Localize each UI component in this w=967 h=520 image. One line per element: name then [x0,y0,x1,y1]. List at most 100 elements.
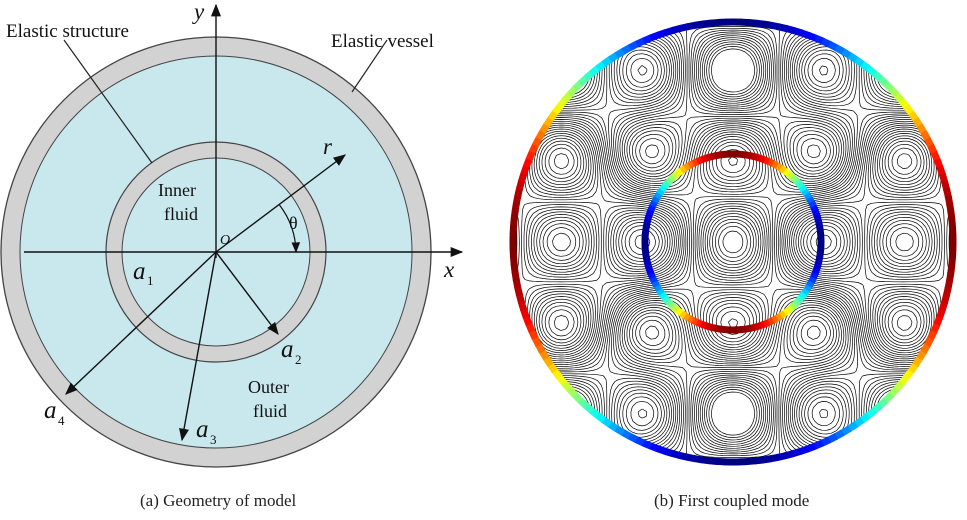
elastic-structure-label: Elastic structure [6,21,129,42]
ring-segment [741,325,748,334]
ring-segment [642,222,651,229]
ring-segment [671,304,680,314]
ring-segment [775,162,784,172]
ring-segment [924,137,935,149]
ring-segment [566,85,579,98]
ring-segment [522,314,533,326]
ring-segment [671,170,681,180]
origin-label: O [220,233,230,248]
ring-segment [791,447,803,458]
ring-segment [759,154,767,164]
svg-text:2: 2 [295,352,302,367]
ring-segment [888,86,900,98]
ring-segment [683,162,692,172]
ring-segment [898,375,910,387]
ring-segment [882,392,894,404]
ring-segment [938,172,949,184]
ring-segment [927,330,938,342]
ring-segment [608,51,620,63]
ring-segment [658,291,668,300]
ring-segment [542,355,554,367]
ring-segment [933,158,944,170]
ring-segment [718,150,725,159]
ring-segment [779,165,788,175]
vessel-displacement-ring [509,18,957,466]
ring-segment [613,424,625,436]
ring-segment [649,31,661,42]
ring-segment [547,362,558,374]
ring-segment [642,34,653,45]
theta-label: θ [289,213,298,233]
ring-segment [786,170,795,180]
ring-segment [877,397,889,409]
ring-segment [853,417,865,428]
a2-label: a 2 [281,336,302,367]
ring-segment [854,56,866,68]
ring-segment [911,356,923,368]
ring-segment [543,116,555,128]
svg-text:a: a [196,416,209,443]
ring-segment [633,436,645,447]
ring-segment [798,445,810,455]
ring-segment [803,284,813,293]
svg-text:3: 3 [210,432,217,447]
ring-segment [792,177,802,186]
x-axis-label: x [443,257,455,282]
ring-segment [749,323,757,332]
ring-segment [769,453,780,463]
elastic-structure-leader [63,39,153,164]
panel-a-geometry: Elastic structure Elastic vessel Inner f… [0,0,464,468]
ring-segment [520,164,530,176]
ring-segment [709,18,720,27]
ring-segment [815,255,824,262]
ring-segment [655,287,665,296]
ring-segment [517,300,528,312]
inner-fluid-label-line2: fluid [164,204,198,224]
ring-segment [915,350,927,362]
ring-segment [539,122,551,134]
ring-segment [782,167,792,177]
ring-segment [795,180,805,190]
ring-segment [754,456,765,465]
ring-segment [674,307,684,317]
ring-segment [770,315,779,324]
ring-segment [668,173,677,183]
ring-segment [859,412,871,424]
ring-segment [944,279,954,290]
ring-segment [847,52,859,64]
r-axis-arrow [215,154,347,253]
ring-segment [643,258,652,266]
ring-segment [641,439,652,450]
ring-segment [691,158,700,167]
ring-segment [695,318,703,328]
ring-segment [531,335,542,347]
ring-segment [860,61,872,73]
ring-segment [685,453,696,463]
elastic-vessel-label: Elastic vessel [331,31,434,52]
ring-segment [651,195,661,204]
ring-segment [893,381,905,393]
ring-segment [798,291,808,301]
ring-segment [893,92,905,104]
ring-segment [566,386,578,398]
ring-segment [754,322,762,331]
svg-text:a: a [281,336,294,363]
ring-segment [846,421,858,433]
ring-segment [528,329,539,340]
a3-label: a 3 [196,416,217,447]
ring-segment [907,363,919,375]
ring-segment [840,425,852,437]
ring-segment [700,154,708,164]
ring-segment [571,391,583,403]
ring-segment [946,272,955,282]
ring-segment [607,420,619,432]
ring-segment [758,320,766,330]
ring-segment [620,428,632,440]
ring-segment [814,34,825,45]
ring-segment [561,380,573,392]
ring-segment [694,20,704,29]
ring-segment [649,275,658,284]
ring-segment [628,40,640,51]
ring-segment [754,153,762,162]
ring-segment [589,65,601,77]
